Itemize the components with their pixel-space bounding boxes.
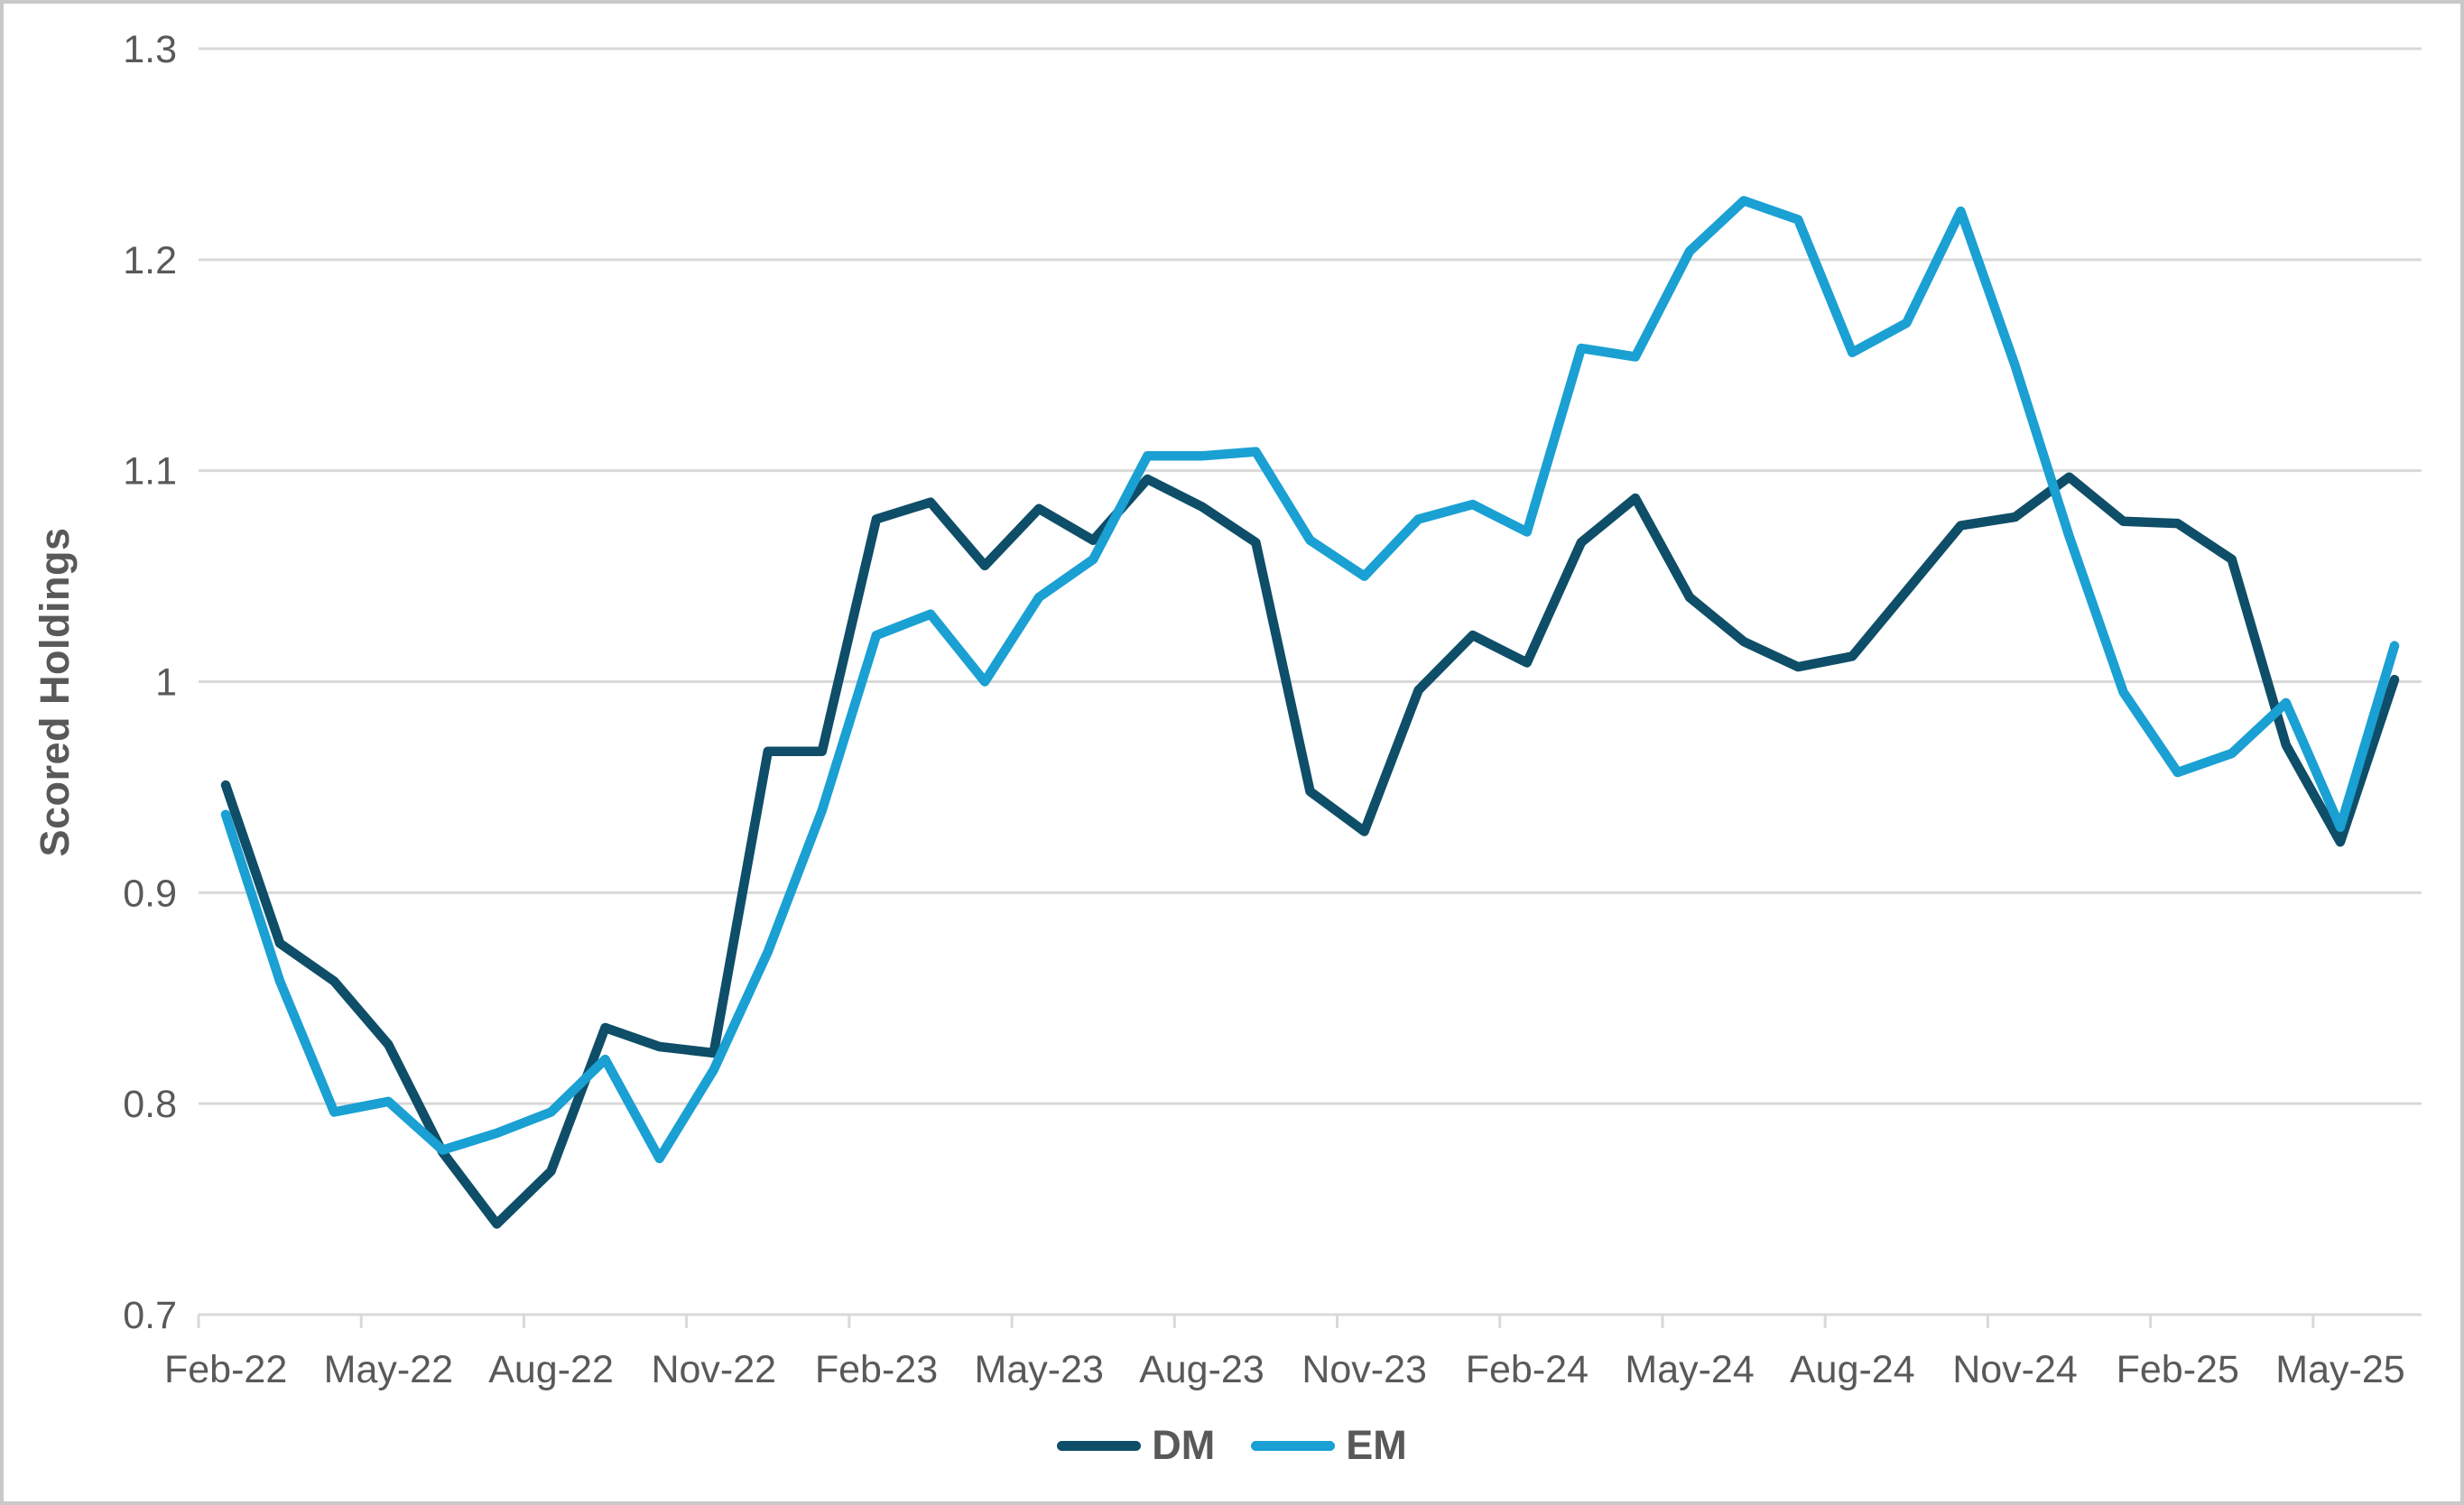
legend-swatch-em <box>1251 1440 1336 1451</box>
legend-item-em: EM <box>1251 1422 1407 1469</box>
series-line-em <box>220 196 2400 1164</box>
x-tick-label: Nov-22 <box>651 1348 776 1391</box>
y-tick-label: 0.8 <box>123 1083 177 1126</box>
y-tick-label: 1.1 <box>123 450 177 494</box>
y-tick-label: 0.7 <box>123 1294 177 1337</box>
legend-label-dm: DM <box>1152 1422 1216 1468</box>
legend-label-em: EM <box>1346 1422 1407 1468</box>
x-tick-label: Feb-24 <box>1466 1348 1589 1391</box>
x-tick-label: May-25 <box>2275 1348 2404 1391</box>
x-tick-label: Aug-24 <box>1790 1348 1915 1391</box>
x-tick-label: Aug-22 <box>488 1348 614 1391</box>
line-chart: 0.7 0.8 0.9 1 1.1 1.2 1.3 Feb-22 May-22 Aug-22 Nov… <box>123 28 2422 1391</box>
chart-legend: DM EM <box>4 1422 2460 1469</box>
x-tick-label: May-24 <box>1625 1348 1754 1391</box>
x-tick-label: May-23 <box>975 1348 1104 1391</box>
x-tick-label: Feb-25 <box>2117 1348 2239 1391</box>
x-tick-label: May-22 <box>324 1348 453 1391</box>
y-axis-title: Scored Holdings <box>32 527 78 857</box>
legend-swatch-dm <box>1057 1440 1142 1451</box>
y-tick-label: 0.9 <box>123 872 177 915</box>
legend-item-dm: DM <box>1057 1422 1215 1469</box>
x-tick-label: Feb-22 <box>164 1348 287 1391</box>
y-tick-label: 1.3 <box>123 28 177 71</box>
y-tick-label: 1 <box>155 661 177 705</box>
x-tick-label: Nov-24 <box>1952 1348 2078 1391</box>
x-tick-label: Aug-23 <box>1139 1348 1264 1391</box>
x-tick-label: Feb-23 <box>815 1348 938 1391</box>
y-tick-label: 1.2 <box>123 239 177 282</box>
x-tick-label: Nov-23 <box>1301 1348 1427 1391</box>
